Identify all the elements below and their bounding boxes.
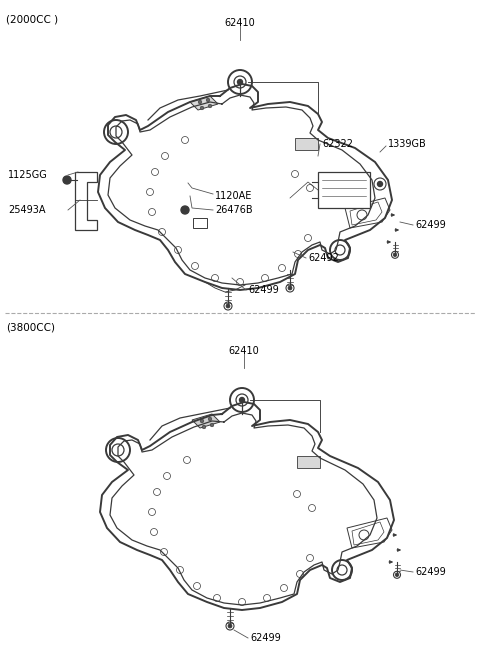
Polygon shape [190, 96, 218, 110]
Circle shape [240, 398, 244, 403]
Text: 25493A: 25493A [8, 205, 46, 215]
Circle shape [238, 79, 242, 84]
Circle shape [200, 419, 204, 422]
Circle shape [202, 425, 206, 429]
Text: 62410: 62410 [228, 346, 259, 356]
Circle shape [210, 423, 214, 427]
Text: 62499: 62499 [415, 220, 446, 230]
Circle shape [377, 181, 383, 187]
Circle shape [208, 417, 212, 421]
Polygon shape [295, 138, 318, 150]
Text: 62410: 62410 [225, 18, 255, 28]
Circle shape [198, 100, 202, 103]
Circle shape [228, 624, 232, 628]
Text: 62499: 62499 [415, 567, 446, 577]
Circle shape [288, 286, 292, 290]
Text: 62322: 62322 [322, 139, 353, 149]
Text: 1125GG: 1125GG [8, 170, 48, 180]
Text: (2000CC ): (2000CC ) [6, 14, 58, 24]
Circle shape [208, 104, 212, 108]
Text: 1339GB: 1339GB [388, 139, 427, 149]
Polygon shape [297, 456, 320, 468]
Circle shape [395, 573, 399, 576]
Text: 62499: 62499 [250, 633, 281, 643]
Polygon shape [192, 414, 220, 428]
Bar [318, 172, 370, 208]
Text: (3800CC): (3800CC) [6, 322, 55, 332]
Circle shape [181, 206, 189, 214]
Circle shape [206, 98, 210, 102]
Circle shape [393, 253, 397, 257]
Text: 62492: 62492 [308, 253, 339, 263]
Circle shape [226, 304, 230, 308]
Text: 62499: 62499 [248, 285, 279, 295]
Circle shape [200, 106, 204, 110]
Text: 1120AE: 1120AE [215, 191, 252, 201]
Text: 26476B: 26476B [215, 205, 252, 215]
Circle shape [63, 176, 71, 184]
